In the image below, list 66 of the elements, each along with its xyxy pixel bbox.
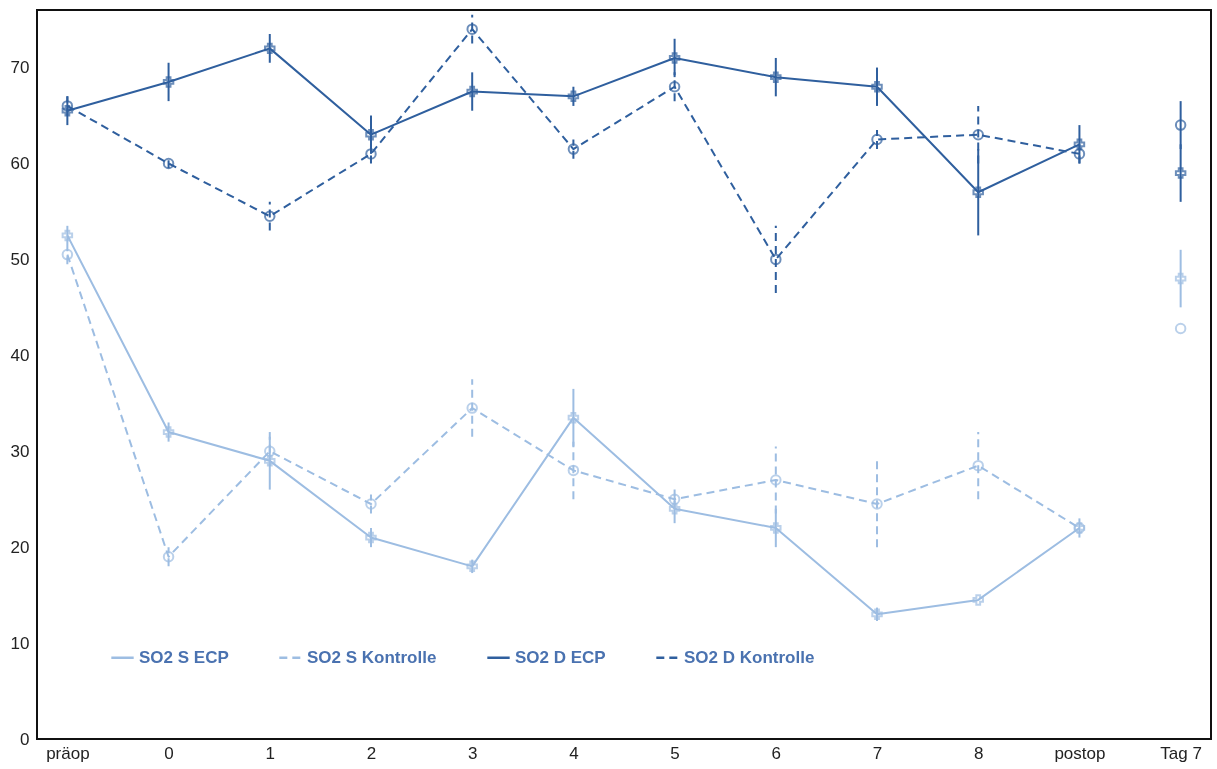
x-tick-label: 1 — [265, 743, 276, 763]
point — [871, 498, 883, 510]
point — [162, 426, 175, 438]
point — [770, 522, 782, 534]
x-tick-label: 0 — [164, 743, 174, 763]
point — [871, 80, 883, 93]
point — [264, 455, 276, 467]
point — [871, 133, 883, 146]
x-tick-label: 4 — [569, 743, 579, 763]
point — [668, 52, 681, 64]
x-tick-label: 6 — [771, 743, 782, 763]
point — [567, 90, 580, 103]
point — [61, 104, 74, 117]
point — [972, 128, 984, 141]
point — [668, 503, 681, 515]
point — [162, 551, 175, 563]
point — [466, 23, 478, 35]
y-tick-label: 20 — [10, 537, 30, 557]
y-tick-label: 10 — [10, 633, 30, 653]
y-tick-label: 50 — [10, 249, 30, 269]
point — [972, 594, 984, 606]
x-tick-label: 8 — [973, 743, 984, 763]
x-tick-label: 7 — [872, 743, 883, 763]
point — [972, 186, 984, 198]
point — [162, 157, 175, 170]
y-tick-label: 40 — [10, 345, 30, 365]
legend-label: SO2 D Kontrolle — [684, 647, 815, 667]
point — [567, 411, 580, 424]
point — [466, 402, 478, 414]
point — [61, 248, 74, 261]
point — [162, 76, 175, 88]
point — [466, 560, 478, 573]
point — [61, 229, 74, 242]
point — [61, 100, 74, 112]
x-tick-label: Tag 7 — [1160, 743, 1202, 763]
x-tick-label: 5 — [670, 743, 680, 763]
y-tick-label: 30 — [10, 441, 30, 461]
point — [770, 474, 782, 486]
legend-label: SO2 S ECP — [139, 647, 229, 667]
legend-label: SO2 D ECP — [515, 647, 606, 667]
point — [770, 253, 782, 266]
point — [1073, 148, 1086, 160]
point — [871, 608, 883, 621]
point — [770, 71, 782, 83]
point — [567, 464, 580, 477]
point — [668, 81, 681, 93]
point — [1073, 138, 1086, 151]
x-tick-label: präop — [46, 743, 90, 763]
point — [264, 445, 276, 457]
x-tick-label: postop — [1054, 743, 1106, 763]
point — [264, 42, 276, 55]
x-tick-label: 2 — [366, 743, 377, 763]
point — [365, 148, 377, 160]
point — [264, 210, 276, 222]
y-tick-label: 60 — [10, 153, 30, 173]
y-tick-label: 0 — [20, 729, 30, 749]
point — [365, 128, 377, 141]
point — [365, 498, 377, 510]
legend-label: SO2 S Kontrolle — [307, 647, 437, 667]
point — [567, 143, 580, 155]
point — [668, 493, 681, 505]
y-tick-label: 70 — [10, 58, 30, 78]
point — [466, 85, 478, 98]
point — [972, 459, 984, 472]
x-tick-label: 3 — [467, 743, 478, 763]
point — [365, 531, 377, 544]
